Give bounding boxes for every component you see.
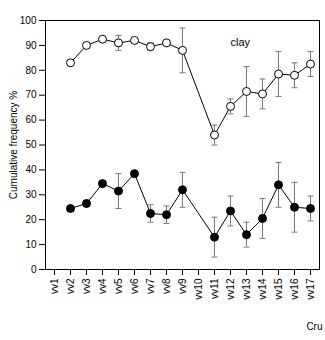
svg-text:90: 90 <box>25 40 37 51</box>
svg-text:vv12: vv12 <box>225 278 236 300</box>
svg-text:40: 40 <box>25 164 37 175</box>
svg-text:vv16: vv16 <box>289 278 300 300</box>
svg-text:vv7: vv7 <box>145 278 156 294</box>
svg-text:80: 80 <box>25 65 37 76</box>
svg-text:20: 20 <box>25 214 37 225</box>
svg-text:vv1: vv1 <box>49 278 60 294</box>
svg-text:vv11: vv11 <box>209 278 220 299</box>
svg-text:vv9: vv9 <box>177 278 188 294</box>
svg-text:vv13: vv13 <box>241 278 252 300</box>
svg-text:clay: clay <box>231 36 251 48</box>
svg-text:Cumulative frequency %: Cumulative frequency % <box>8 91 19 199</box>
svg-text:vv8: vv8 <box>161 278 172 294</box>
svg-text:Cru: Cru <box>306 321 322 332</box>
svg-text:10: 10 <box>25 239 37 250</box>
svg-text:vv10: vv10 <box>193 278 204 300</box>
svg-text:60: 60 <box>25 114 37 125</box>
svg-text:vv17: vv17 <box>305 278 316 300</box>
svg-text:vv3: vv3 <box>81 278 92 294</box>
svg-text:0: 0 <box>31 264 37 275</box>
svg-text:vv15: vv15 <box>273 278 284 300</box>
svg-text:70: 70 <box>25 89 37 100</box>
svg-text:vv6: vv6 <box>129 278 140 294</box>
svg-text:30: 30 <box>25 189 37 200</box>
svg-text:vv14: vv14 <box>257 278 268 300</box>
svg-text:vv5: vv5 <box>113 278 124 294</box>
svg-text:vv2: vv2 <box>65 278 76 294</box>
svg-text:100: 100 <box>20 15 37 26</box>
svg-text:vv4: vv4 <box>97 278 108 294</box>
svg-text:50: 50 <box>25 139 37 150</box>
